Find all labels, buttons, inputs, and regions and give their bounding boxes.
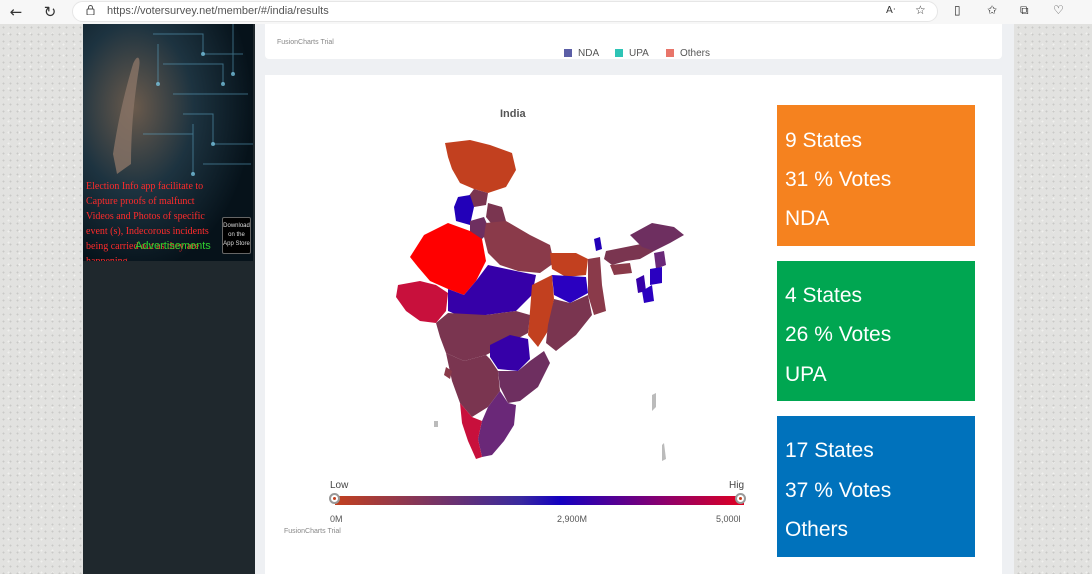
map-region-himachal[interactable] xyxy=(468,189,488,207)
legend-swatch xyxy=(564,49,572,57)
others-vote-share: 37 % Votes xyxy=(785,479,892,502)
advertisement-banner[interactable]: Election Info app facilitate to Capture … xyxy=(83,24,253,261)
map-region-uttarakhand[interactable] xyxy=(486,203,506,227)
map-region-lakshadweep[interactable] xyxy=(434,421,438,427)
india-choropleth-map[interactable] xyxy=(390,135,690,470)
nda-party-name: NDA xyxy=(785,207,830,230)
map-region-gujarat[interactable] xyxy=(396,281,448,323)
fusioncharts-trial-label: FusionCharts Trial xyxy=(277,39,334,46)
map-region-kerala[interactable] xyxy=(460,403,482,459)
map-region-meghalaya[interactable] xyxy=(610,263,632,275)
app-store-badge[interactable]: Download on the App Store xyxy=(222,217,251,254)
others-party-name: Others xyxy=(785,518,849,541)
vote-share-chart-card: NDA UPA Others FusionCharts Trial xyxy=(265,24,1002,59)
legend-item-nda[interactable]: NDA xyxy=(564,48,599,59)
favorites-list-icon[interactable]: ✩ xyxy=(987,3,998,17)
stat-card-nda: 9 States 31 % Votes NDA xyxy=(777,105,975,246)
map-region-madhya-pradesh[interactable] xyxy=(448,265,536,317)
scale-tick-max: 5,000l xyxy=(716,514,741,524)
legend-item-others[interactable]: Others xyxy=(666,48,710,59)
scale-min-handle[interactable] xyxy=(329,493,340,504)
map-region-west-bengal[interactable] xyxy=(588,257,606,315)
map-region-tripura[interactable] xyxy=(636,275,646,293)
read-aloud-icon[interactable]: Aᐧ xyxy=(886,5,896,16)
map-region-mizoram[interactable] xyxy=(642,285,654,303)
nda-vote-share: 31 % Votes xyxy=(785,168,892,191)
scale-tick-mid: 2,900M xyxy=(557,514,588,524)
legend-item-upa[interactable]: UPA xyxy=(615,48,649,59)
address-bar[interactable]: https://votersurvey.net/member/#/india/r… xyxy=(72,1,938,22)
collections-icon[interactable]: ⧉ xyxy=(1020,3,1029,17)
stat-card-others: 17 States 37 % Votes Others xyxy=(777,416,975,557)
upa-party-name: UPA xyxy=(785,363,827,386)
map-region-jharkhand[interactable] xyxy=(552,275,588,303)
color-scale-gradient xyxy=(335,496,744,505)
map-region-goa[interactable] xyxy=(444,367,452,379)
map-region-chhattisgarh[interactable] xyxy=(528,275,554,347)
map-region-odisha[interactable] xyxy=(546,295,592,351)
map-region-telangana[interactable] xyxy=(490,335,530,371)
split-screen-icon[interactable]: ▯ xyxy=(954,3,961,17)
map-region-andhra-pradesh[interactable] xyxy=(498,351,550,403)
browser-toolbar: ← ↻ https://votersurvey.net/member/#/ind… xyxy=(0,0,1092,24)
legend-swatch xyxy=(615,49,623,57)
fusioncharts-trial-label: FusionCharts Trial xyxy=(284,528,341,535)
map-region-karnataka[interactable] xyxy=(446,353,500,417)
nda-states-count: 9 States xyxy=(785,129,863,152)
browser-essentials-icon[interactable]: ♡ xyxy=(1053,3,1064,17)
url-text: https://votersurvey.net/member/#/india/r… xyxy=(107,5,329,17)
back-arrow-icon[interactable]: ← xyxy=(9,3,23,21)
refresh-icon[interactable]: ↻ xyxy=(43,3,57,21)
scale-high-label: Hig xyxy=(729,480,745,491)
legend-swatch xyxy=(666,49,674,57)
map-title: India xyxy=(500,108,526,120)
others-states-count: 17 States xyxy=(785,439,874,462)
map-region-nagaland[interactable] xyxy=(654,251,666,269)
scale-low-label: Low xyxy=(330,480,349,491)
favorite-star-icon[interactable]: ☆ xyxy=(915,3,926,17)
stat-card-upa: 4 States 26 % Votes UPA xyxy=(777,261,975,401)
map-region-rajasthan[interactable] xyxy=(410,223,486,295)
map-region-assam[interactable] xyxy=(604,243,654,265)
upa-states-count: 4 States xyxy=(785,284,863,307)
lock-icon xyxy=(86,5,95,15)
map-region-manipur[interactable] xyxy=(650,267,662,285)
map-region-sikkim[interactable] xyxy=(594,237,602,251)
map-region-arunachal[interactable] xyxy=(630,223,684,251)
ad-text: Election Info app facilitate to Capture … xyxy=(86,181,209,261)
map-region-punjab[interactable] xyxy=(454,195,474,225)
scale-max-handle[interactable] xyxy=(735,493,746,504)
map-region-maharashtra[interactable] xyxy=(436,311,530,361)
ad-label: Advertisements xyxy=(135,240,211,252)
map-region-tamil-nadu[interactable] xyxy=(478,391,516,457)
map-region-uttar-pradesh[interactable] xyxy=(484,221,554,273)
map-region-bihar[interactable] xyxy=(550,253,588,277)
scale-tick-min: 0M xyxy=(330,514,343,524)
map-region-jammu-kashmir[interactable] xyxy=(445,140,516,193)
upa-vote-share: 26 % Votes xyxy=(785,323,892,346)
map-region-andaman-nicobar[interactable] xyxy=(652,393,666,461)
